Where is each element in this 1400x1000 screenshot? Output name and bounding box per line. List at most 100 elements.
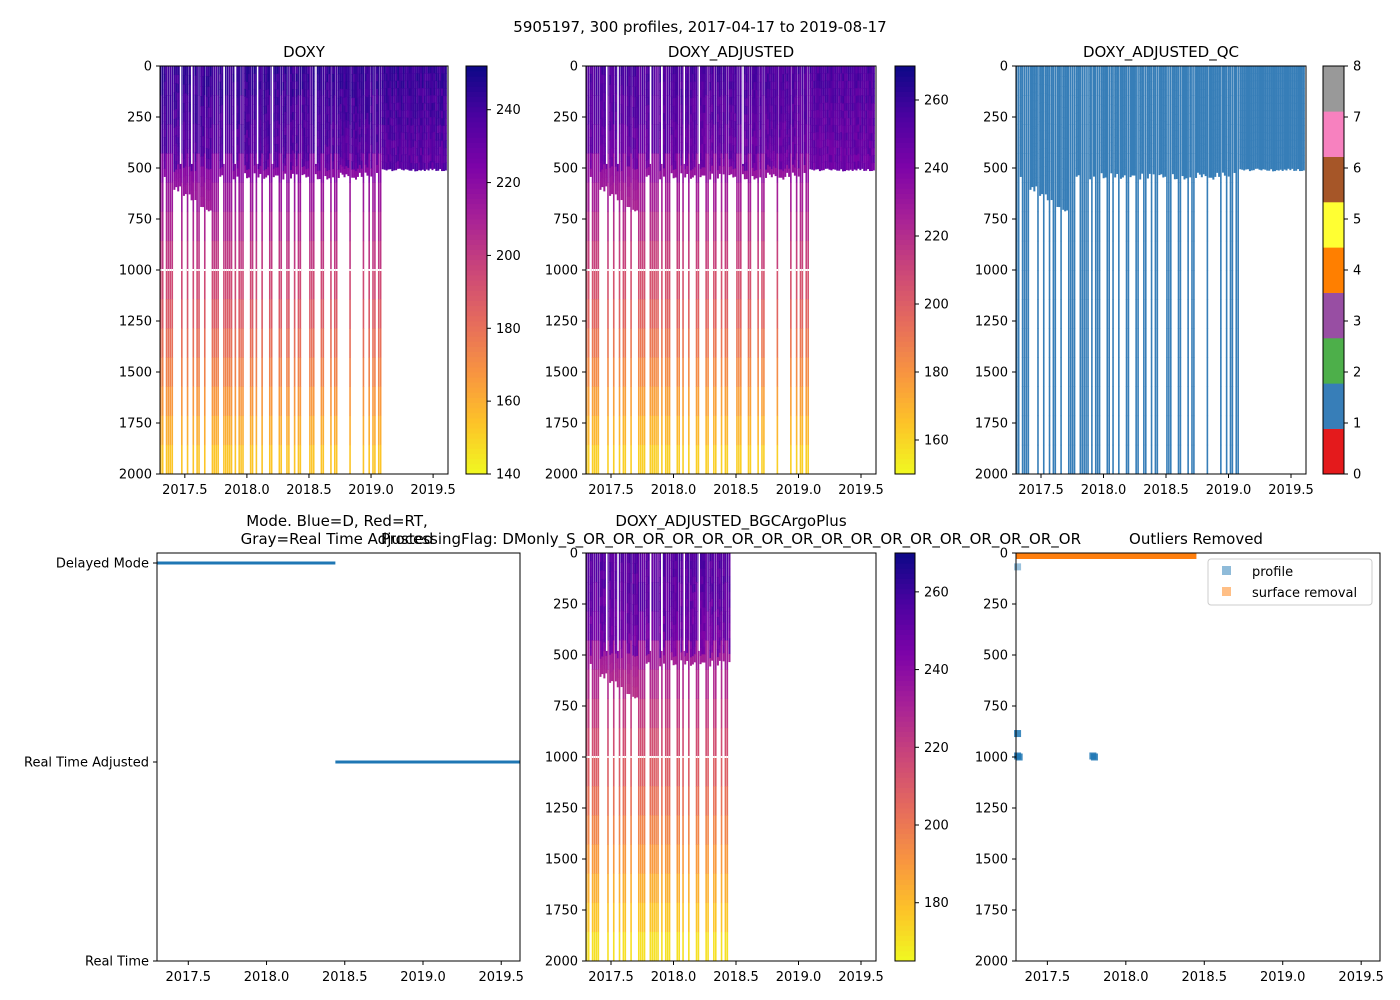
- heatmap-cell: [776, 153, 779, 183]
- heatmap-cell: [766, 141, 769, 150]
- heatmap-cell: [1021, 66, 1024, 96]
- heatmap-cell: [404, 139, 407, 148]
- heatmap-cell: [834, 88, 837, 96]
- heatmap-cell: [647, 112, 650, 121]
- colorbar-swatch: [895, 290, 915, 296]
- heatmap-cell: [842, 110, 845, 119]
- heatmap-gap: [203, 269, 206, 271]
- heatmap-cell: [817, 154, 820, 162]
- heatmap-cell: [680, 150, 683, 159]
- heatmap-cell: [847, 140, 850, 149]
- heatmap-cell: [828, 154, 831, 163]
- profile-column: [286, 66, 288, 475]
- heatmap-cell: [826, 73, 829, 82]
- heatmap-cell: [1023, 444, 1026, 475]
- heatmap-cell: [192, 240, 195, 271]
- heatmap-cell: [370, 73, 373, 83]
- heatmap-cell: [611, 93, 614, 103]
- heatmap-cell: [624, 182, 627, 213]
- heatmap-cell: [246, 129, 249, 139]
- profile-column: [868, 66, 871, 172]
- heatmap-cell: [416, 148, 419, 157]
- heatmap-cell: [337, 137, 340, 147]
- heatmap-cell: [855, 66, 858, 74]
- heatmap-cell: [791, 66, 794, 74]
- heatmap-cell: [691, 169, 694, 178]
- heatmap-cell: [697, 95, 700, 125]
- heatmap-cell: [634, 76, 637, 88]
- colorbar-swatch: [466, 280, 487, 286]
- profile-column: [689, 66, 692, 179]
- heatmap-cell: [697, 182, 700, 213]
- heatmap-cell: [724, 357, 727, 387]
- heatmap-cell: [322, 444, 325, 475]
- heatmap-cell: [160, 357, 162, 387]
- heatmap-cell: [219, 121, 222, 130]
- colorbar-swatch: [895, 76, 915, 82]
- profile-column: [311, 66, 313, 475]
- heatmap-cell: [374, 153, 376, 183]
- heatmap-cell: [324, 81, 327, 90]
- heatmap-cell: [855, 132, 858, 141]
- heatmap-cell: [309, 240, 311, 271]
- heatmap-cell: [418, 162, 421, 171]
- heatmap-cell: [230, 415, 233, 446]
- heatmap-cell: [861, 124, 864, 133]
- heatmap-cell: [782, 146, 785, 156]
- heatmap-cell: [238, 386, 240, 417]
- colorbar-swatch: [895, 366, 915, 373]
- heatmap-cell: [609, 66, 612, 76]
- heatmap-cell: [228, 415, 231, 446]
- colorbar-swatch: [466, 168, 487, 174]
- heatmap-cell: [653, 211, 655, 242]
- heatmap-cell: [278, 95, 281, 125]
- heatmap-cell: [666, 270, 669, 300]
- heatmap-cell: [194, 180, 197, 191]
- heatmap-cell: [714, 270, 717, 300]
- heatmap-cell: [441, 125, 444, 134]
- heatmap-gap: [280, 269, 283, 271]
- heatmap-gap: [637, 269, 640, 271]
- heatmap-cell: [423, 88, 426, 97]
- heatmap-cell: [343, 81, 346, 91]
- heatmap-cell: [868, 103, 871, 112]
- heatmap-cell: [175, 91, 178, 101]
- heatmap-cell: [236, 144, 239, 154]
- colorbar-tick-label: 260: [924, 94, 949, 109]
- heatmap-cell: [179, 177, 182, 187]
- heatmap-cell: [353, 129, 356, 138]
- heatmap-cell: [1017, 95, 1020, 125]
- heatmap-cell: [410, 110, 413, 119]
- heatmap-cell: [383, 110, 386, 119]
- profile-column: [647, 66, 650, 176]
- heatmap-cell: [747, 211, 750, 242]
- heatmap-cell: [161, 240, 164, 271]
- heatmap-cell: [442, 80, 445, 89]
- heatmap-cell: [161, 270, 164, 300]
- heatmap-cell: [593, 386, 596, 417]
- heatmap-cell: [678, 328, 680, 358]
- heatmap-cell: [761, 386, 763, 417]
- heatmap-cell: [793, 105, 796, 114]
- heatmap-cell: [647, 143, 650, 152]
- heatmap-cell: [379, 386, 382, 417]
- heatmap-cell: [311, 66, 313, 96]
- heatmap-cell: [730, 119, 733, 129]
- colorbar-swatch: [895, 372, 915, 378]
- heatmap-cell: [368, 444, 370, 475]
- heatmap-cell: [318, 138, 321, 147]
- heatmap-cell: [815, 161, 818, 170]
- heatmap-cell: [393, 103, 396, 111]
- heatmap-cell: [173, 83, 176, 93]
- heatmap-cell: [591, 328, 594, 358]
- heatmap-cell: [799, 270, 802, 300]
- heatmap-cell: [851, 66, 854, 74]
- heatmap-cell: [1025, 124, 1028, 154]
- heatmap-cell: [223, 153, 225, 183]
- colorbar-swatch: [895, 448, 915, 454]
- heatmap-cell: [726, 444, 729, 475]
- heatmap-cell: [305, 153, 308, 162]
- heatmap-cell: [276, 81, 279, 90]
- colorbar-swatch: [466, 173, 487, 179]
- heatmap-cell: [655, 66, 657, 96]
